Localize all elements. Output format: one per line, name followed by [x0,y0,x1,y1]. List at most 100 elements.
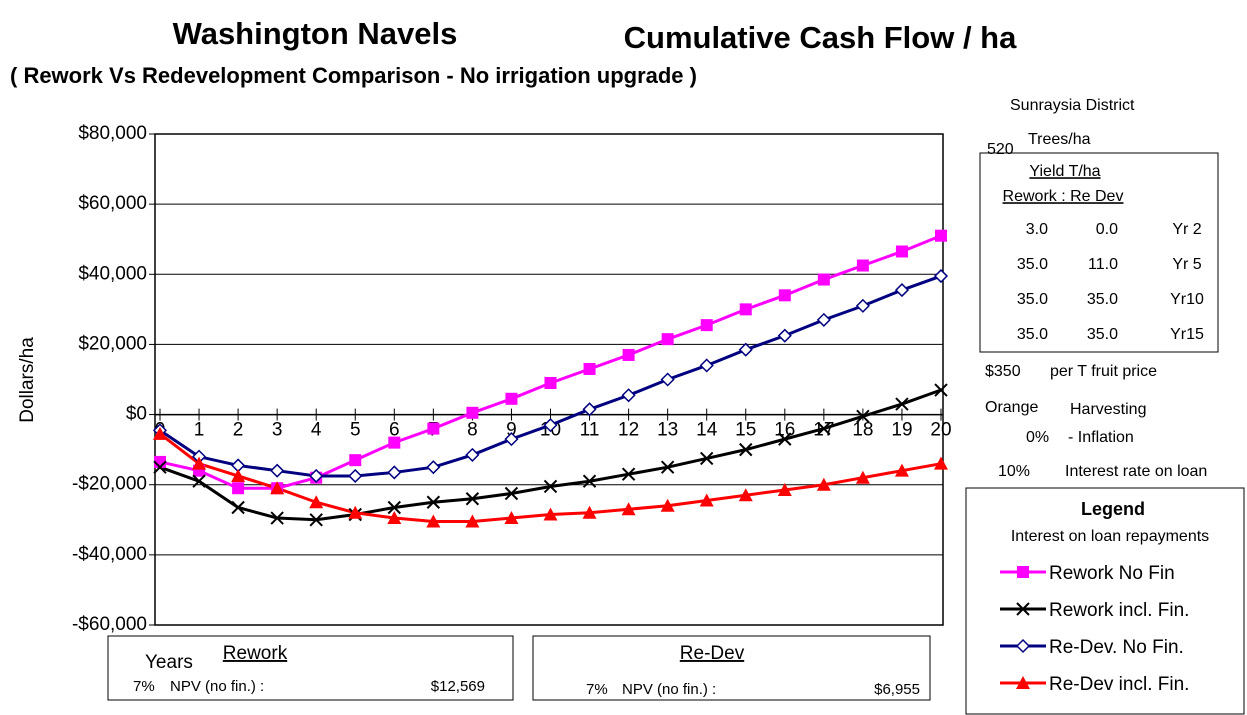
marker [192,474,206,488]
yield-cell: 35.0 [1087,326,1118,343]
marker [660,372,675,387]
yield-cell: Yr15 [1170,326,1204,343]
marker [621,388,636,403]
y-tick-label: -$60,000 [72,614,147,635]
x-tick-label: 1 [194,420,205,441]
yield-rows: 3.0 0.0 Yr 2 35.0 11.0 Yr 5 35.0 35.0 Yr10 35.0 35… [1017,221,1204,343]
npv-rate: 7% [133,678,155,695]
yield-cell: 35.0 [1017,256,1048,273]
x-tick-label: 9 [506,420,517,441]
y-tick-label: $20,000 [78,333,147,354]
marker [817,421,831,436]
marker [855,470,870,484]
legend-title: Legend [1081,499,1145,519]
x-tick-label: 20 [930,420,951,441]
legend-box [965,487,1245,715]
yield-cell: 3.0 [1026,221,1048,238]
marker [894,463,909,477]
inflation-label: - Inflation [1068,429,1134,446]
marker [349,454,362,467]
y-tick-label: $40,000 [78,263,147,284]
marker [582,474,597,488]
marker [582,402,597,417]
marker [895,245,908,258]
x-tick-label: 16 [774,420,795,441]
marker [270,463,285,478]
marker [231,500,245,515]
npv-rate: 7% [586,681,608,698]
x-tick-label: 11 [580,420,600,441]
marker [387,465,402,480]
marker [739,303,752,316]
npv-label: NPV (no fin.) : [622,681,716,698]
x-tick-label: 2 [233,420,244,441]
marker [153,426,167,440]
yield-cell: Yr 5 [1172,256,1201,273]
marker [661,333,674,346]
npv-value: $12,569 [431,678,485,695]
x-tick-label: 15 [735,420,756,441]
marker [426,514,441,528]
marker [504,432,519,447]
marker [699,493,714,507]
yield-title: Yield T/ha [1029,163,1100,180]
price: $350 [985,363,1021,380]
marker [426,460,441,475]
interest-label: Interest rate on loan [1065,463,1207,480]
chart-title-2: Cumulative Cash Flow / ha [624,20,1017,55]
yield-header: Rework : Re Dev [1003,188,1124,205]
yield-cell: 35.0 [1017,326,1048,343]
marker [543,507,558,521]
district: Sunraysia District [1010,97,1135,114]
marker [699,358,714,373]
npv-value: $6,955 [874,681,920,698]
marker [427,422,440,435]
inflation: 0% [1026,429,1049,446]
x-tick-label: 6 [389,420,400,441]
y-tick-label: $80,000 [78,123,147,144]
marker [583,362,596,375]
yield-cell: Yr10 [1170,291,1204,308]
x-tick-label: 8 [467,420,478,441]
marker [934,383,948,397]
yield-cell: Yr 2 [1172,221,1201,238]
legend-marker [1015,638,1031,654]
marker [426,495,441,509]
marker [544,377,557,390]
trees: 520 [987,141,1014,158]
marker [934,456,948,470]
marker [816,312,831,327]
marker [192,456,207,470]
subtitle: ( Rework Vs Redevelopment Comparison - N… [10,63,697,88]
harvest-label: Harvesting [1070,401,1146,418]
marker [309,495,324,509]
marker [817,273,830,286]
marker [348,468,363,484]
marker [622,348,635,361]
x-tick-label: 13 [657,420,678,441]
harvest: Orange [985,399,1038,416]
marker [933,268,949,284]
marker [465,492,480,506]
legend-label: Rework No Fin [1049,563,1175,584]
marker [855,298,870,313]
y-tick-label: $0 [126,404,147,425]
marker [231,468,246,482]
marker [777,328,792,343]
yield-cell: 35.0 [1017,291,1048,308]
trees-label: Trees/ha [1028,131,1091,148]
marker [153,460,167,474]
marker [778,289,791,302]
marker [856,409,870,424]
npv-title: Re-Dev [680,643,745,664]
marker [699,451,714,466]
marker [387,511,402,525]
yield-box [979,152,1219,353]
marker [816,477,831,491]
y-tick-label: -$20,000 [72,474,147,495]
x-tick-label: 14 [696,420,718,441]
marker [738,488,753,502]
legend-marker [1016,676,1030,689]
marker [387,500,402,515]
legend-subtitle: Interest on loan repayments [1011,528,1209,545]
